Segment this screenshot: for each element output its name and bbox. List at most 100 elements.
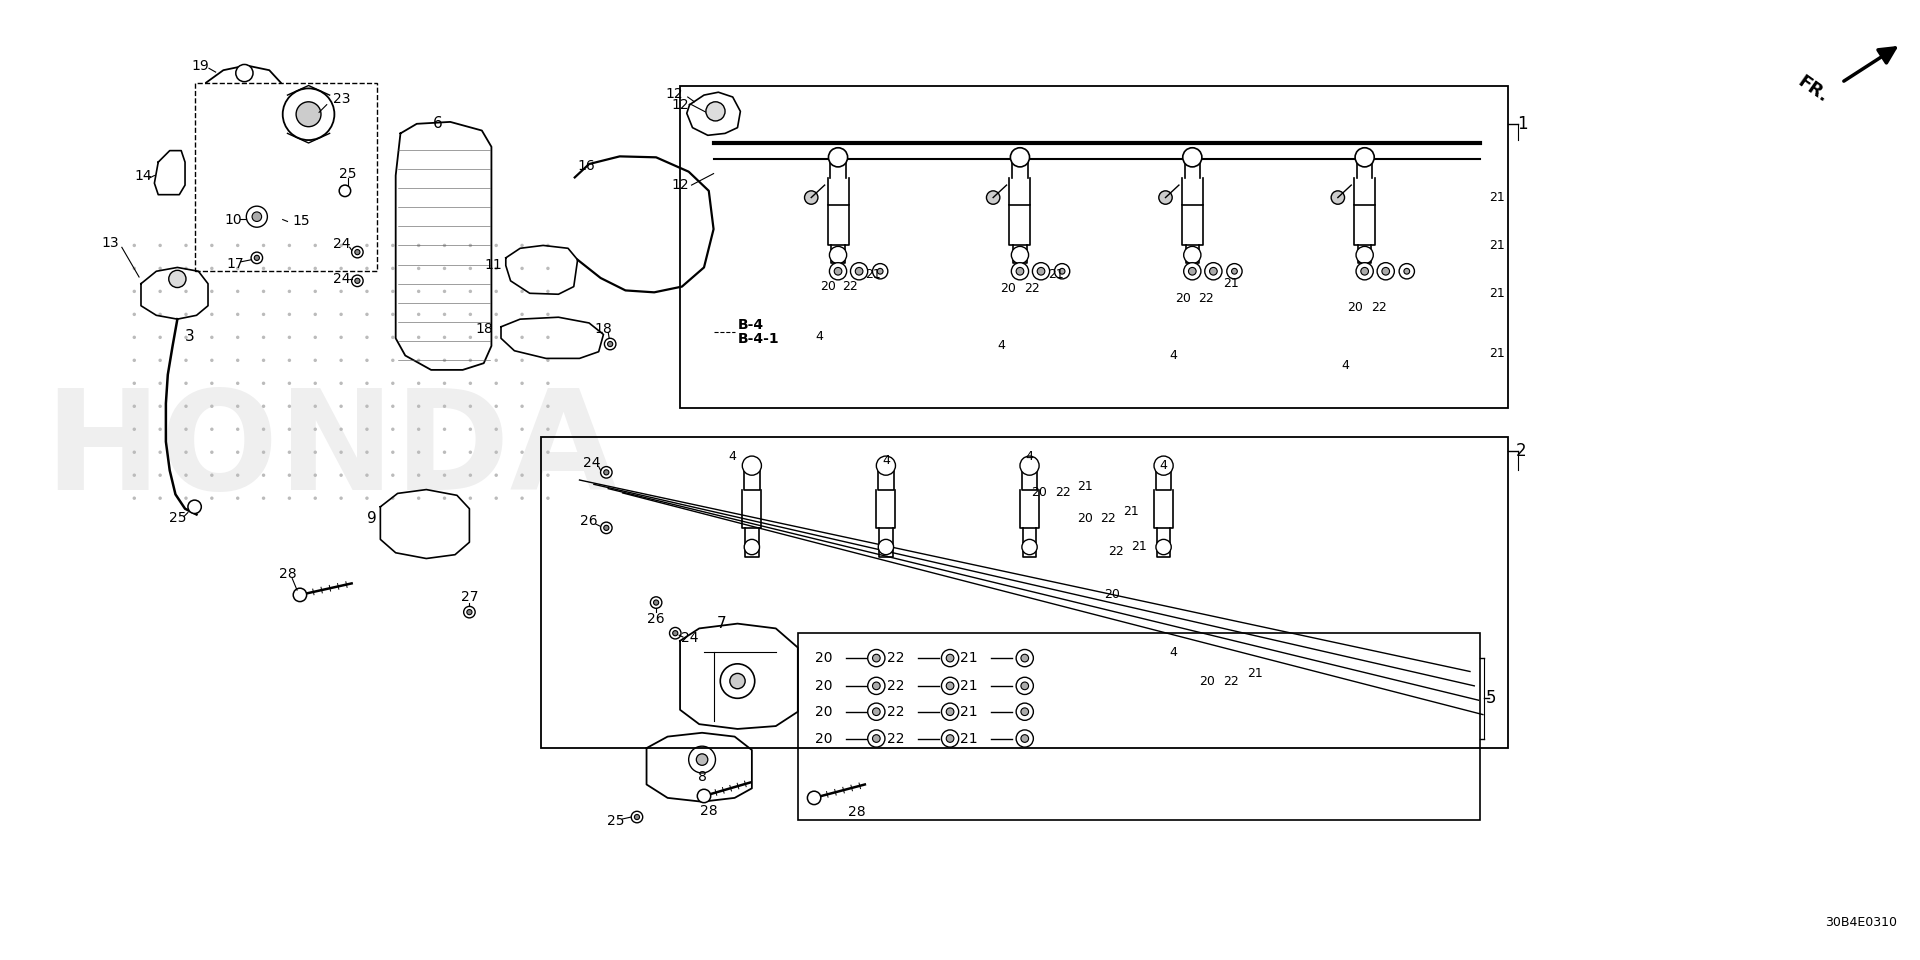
Circle shape xyxy=(159,450,161,454)
Circle shape xyxy=(689,746,716,773)
Circle shape xyxy=(236,64,253,82)
Circle shape xyxy=(159,290,161,293)
Circle shape xyxy=(365,244,369,247)
Circle shape xyxy=(340,450,344,454)
Circle shape xyxy=(947,708,954,715)
Text: 7: 7 xyxy=(716,616,726,631)
Circle shape xyxy=(872,734,879,742)
Circle shape xyxy=(468,404,472,408)
Text: 12: 12 xyxy=(666,87,684,101)
Circle shape xyxy=(444,359,445,362)
Text: 21: 21 xyxy=(1488,348,1505,360)
Circle shape xyxy=(941,677,958,694)
Circle shape xyxy=(468,450,472,454)
Circle shape xyxy=(829,247,847,264)
Circle shape xyxy=(947,734,954,742)
Circle shape xyxy=(288,244,292,247)
Circle shape xyxy=(1160,191,1173,204)
Circle shape xyxy=(261,450,265,454)
Text: FR.: FR. xyxy=(1793,72,1832,107)
Circle shape xyxy=(603,525,609,531)
Text: 24: 24 xyxy=(584,456,601,469)
Circle shape xyxy=(159,404,161,408)
Circle shape xyxy=(520,473,524,477)
Circle shape xyxy=(833,268,841,276)
Circle shape xyxy=(159,427,161,431)
Circle shape xyxy=(1404,269,1409,275)
Circle shape xyxy=(236,267,240,270)
Circle shape xyxy=(601,467,612,478)
Circle shape xyxy=(545,290,549,293)
Circle shape xyxy=(1227,264,1242,279)
Circle shape xyxy=(444,473,445,477)
Circle shape xyxy=(468,313,472,316)
Circle shape xyxy=(743,456,762,475)
Text: 25: 25 xyxy=(169,512,186,525)
Circle shape xyxy=(340,185,351,197)
Text: 27: 27 xyxy=(461,589,478,604)
Circle shape xyxy=(444,244,445,247)
Circle shape xyxy=(184,244,188,247)
Circle shape xyxy=(236,336,240,339)
Text: 20: 20 xyxy=(1000,282,1016,295)
Text: 22: 22 xyxy=(887,679,904,693)
Text: 20: 20 xyxy=(1348,301,1363,314)
Circle shape xyxy=(1020,456,1039,475)
Text: 21: 21 xyxy=(1488,239,1505,252)
Circle shape xyxy=(1356,263,1373,280)
Text: 21: 21 xyxy=(960,679,977,693)
Text: 28: 28 xyxy=(278,566,296,581)
Circle shape xyxy=(188,500,202,514)
Circle shape xyxy=(365,336,369,339)
Circle shape xyxy=(340,381,344,385)
Circle shape xyxy=(169,271,186,288)
Circle shape xyxy=(159,313,161,316)
Text: 22: 22 xyxy=(843,280,858,293)
Circle shape xyxy=(520,404,524,408)
Circle shape xyxy=(670,628,682,639)
Circle shape xyxy=(340,404,344,408)
Text: 2: 2 xyxy=(1515,443,1526,460)
Circle shape xyxy=(672,631,678,636)
Circle shape xyxy=(495,267,497,270)
Circle shape xyxy=(261,290,265,293)
Circle shape xyxy=(1012,247,1029,264)
Circle shape xyxy=(365,496,369,500)
Text: 20: 20 xyxy=(1077,512,1092,525)
Circle shape xyxy=(209,290,213,293)
Circle shape xyxy=(1185,263,1200,280)
Circle shape xyxy=(605,338,616,349)
Circle shape xyxy=(1021,655,1029,662)
Circle shape xyxy=(159,496,161,500)
Circle shape xyxy=(288,290,292,293)
Circle shape xyxy=(1033,263,1050,280)
Text: 20: 20 xyxy=(1198,675,1215,687)
Circle shape xyxy=(1156,540,1171,555)
Text: B-4: B-4 xyxy=(737,318,764,332)
Circle shape xyxy=(159,267,161,270)
Circle shape xyxy=(288,359,292,362)
Text: 22: 22 xyxy=(887,651,904,665)
Text: 4: 4 xyxy=(881,454,889,468)
Text: 14: 14 xyxy=(134,169,152,182)
Bar xyxy=(541,437,1509,748)
Text: 12: 12 xyxy=(672,98,689,111)
Circle shape xyxy=(184,359,188,362)
Circle shape xyxy=(288,473,292,477)
Circle shape xyxy=(236,427,240,431)
Circle shape xyxy=(209,381,213,385)
Circle shape xyxy=(872,655,879,662)
Text: 22: 22 xyxy=(1100,512,1116,525)
Circle shape xyxy=(340,473,344,477)
Circle shape xyxy=(851,263,868,280)
Circle shape xyxy=(444,290,445,293)
Text: 21: 21 xyxy=(960,705,977,719)
Circle shape xyxy=(1210,268,1217,276)
Circle shape xyxy=(417,290,420,293)
Text: 22: 22 xyxy=(1108,545,1123,559)
Circle shape xyxy=(261,244,265,247)
Circle shape xyxy=(288,267,292,270)
Circle shape xyxy=(132,450,136,454)
Circle shape xyxy=(720,663,755,698)
Text: 24: 24 xyxy=(334,272,351,286)
